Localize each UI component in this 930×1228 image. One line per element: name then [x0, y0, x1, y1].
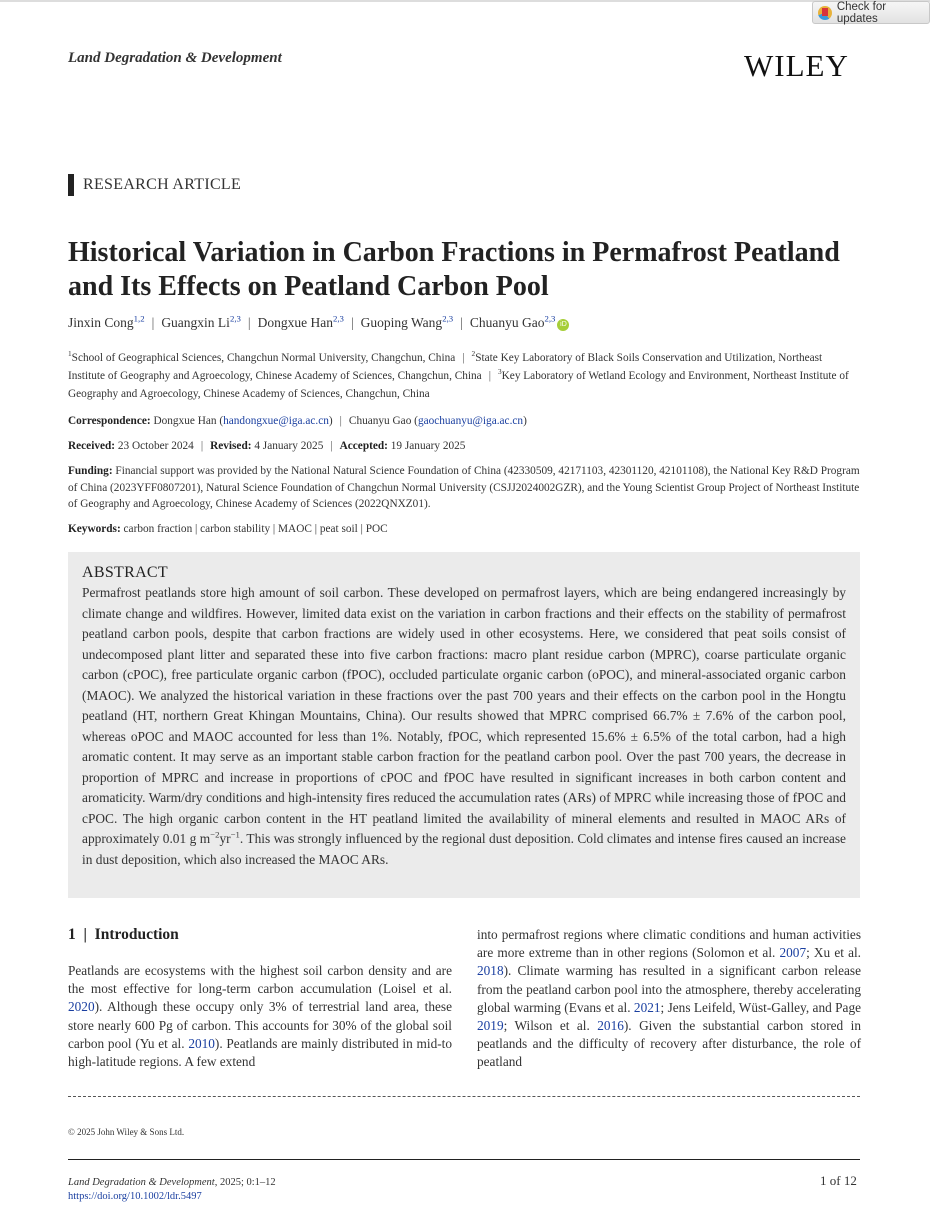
copyright: © 2025 John Wiley & Sons Ltd. [68, 1127, 185, 1137]
author[interactable]: Chuanyu Gao2,3 [469, 313, 556, 330]
orcid-icon[interactable]: iD [557, 319, 570, 331]
footer-citation: Land Degradation & Development, 2025; 0:… [68, 1177, 276, 1202]
article-type-label: RESEARCH ARTICLE [83, 176, 242, 193]
author[interactable]: Dongxue Han2,3 [257, 313, 344, 330]
dates: Received: 23 October 2024 | Revised: 4 Jan… [68, 440, 466, 452]
citation-link[interactable]: 2020 [68, 999, 95, 1015]
article-title: Historical Variation in Carbon Fractions… [68, 237, 840, 302]
abstract-box: ABSTRACT Permafrost peatlands store high… [68, 552, 860, 898]
citation-link[interactable]: 2007 [779, 945, 807, 961]
citation-link[interactable]: 2021 [633, 999, 661, 1015]
page-number: 1 of 12 [820, 1173, 857, 1188]
top-border [0, 0, 930, 2]
correspondence: Correspondence: Dongxue Han (handongxue@… [68, 415, 527, 427]
author[interactable]: Jinxin Cong1,2 [68, 313, 145, 330]
citation-link[interactable]: 2016 [597, 1018, 624, 1034]
intro-left-column: Peatlands are ecosystems with the highes… [68, 963, 452, 1070]
email-link[interactable]: gaochuanyu@iga.ac.cn [417, 415, 524, 427]
funding: Funding: Financial support was provided … [68, 465, 860, 510]
crossmark-icon [818, 5, 832, 20]
keywords: Keywords: carbon fraction | carbon stabi… [68, 523, 388, 535]
author[interactable]: Guoping Wang2,3 [360, 313, 454, 330]
email-link[interactable]: handongxue@iga.ac.cn [223, 415, 329, 427]
intro-right-column: into permafrost regions where climatic c… [477, 927, 861, 1070]
citation-link[interactable]: 2018 [477, 963, 504, 979]
citation-link[interactable]: 2019 [477, 1018, 504, 1034]
affiliations: 1School of Geographical Sciences, Changc… [68, 349, 849, 400]
abstract-text: Permafrost peatlands store high amount o… [82, 585, 846, 867]
journal-name: Land Degradation & Development [68, 50, 282, 66]
section-heading-introduction: 1 | Introduction [68, 926, 179, 943]
citation-link[interactable]: 2010 [188, 1035, 215, 1051]
abstract-heading: ABSTRACT [82, 564, 168, 581]
author[interactable]: Guangxin Li2,3 [161, 313, 241, 330]
publisher-logo: WILEY [744, 48, 849, 83]
check-for-updates-button[interactable]: Check for updates [812, 0, 930, 25]
footer-divider [68, 1159, 860, 1160]
footnote-divider [68, 1096, 860, 1097]
article-type-bar [68, 174, 74, 196]
article-type: RESEARCH ARTICLE [68, 174, 241, 196]
doi-link[interactable]: https://doi.org/10.1002/ldr.5497 [68, 1191, 202, 1202]
author-list: Jinxin Cong1,2 | Guangxin Li2,3 | Dongxue Ha… [68, 313, 570, 331]
check-for-updates-label: Check for updates [836, 0, 887, 25]
